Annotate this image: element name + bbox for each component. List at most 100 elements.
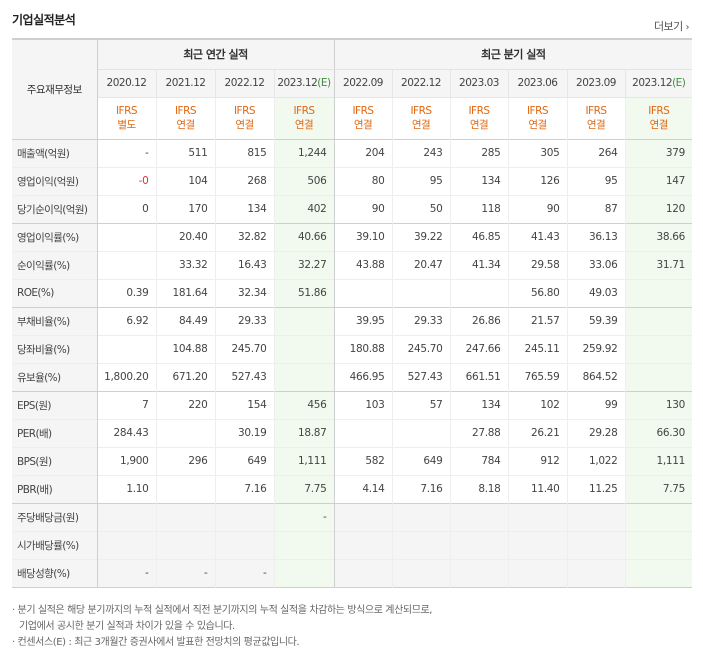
value-cell: 40.66 <box>273 222 335 251</box>
table-row: BPS(원) 1,900 296 649 1,111 582 649 784 912 1,022 1… <box>12 446 693 475</box>
value-cell: 181.64 <box>155 278 215 307</box>
value-cell: - <box>96 558 156 587</box>
consolidation-label: 연결 <box>176 119 195 131</box>
value-cell <box>155 418 215 447</box>
ifrs-label: IFRS <box>585 105 607 117</box>
value-cell: 7 <box>96 390 156 419</box>
accounting-standard-cell: IFRS 연결 <box>391 96 451 139</box>
value-cell: 126 <box>507 166 568 195</box>
value-cell: 506 <box>273 166 335 195</box>
value-cell <box>507 558 568 587</box>
value-cell: 31.71 <box>624 250 693 279</box>
value-cell: 7.16 <box>391 474 451 503</box>
ifrs-label: IFRS <box>526 105 549 117</box>
consolidation-label: 연결 <box>649 119 669 131</box>
value-cell: 247.66 <box>449 334 509 363</box>
value-cell: 220 <box>155 390 215 419</box>
value-cell: 66.30 <box>624 418 693 447</box>
value-cell: 49.03 <box>566 278 626 307</box>
period-header: 2023.09 <box>566 69 626 97</box>
table-row: 시가배당률(%) <box>12 530 693 559</box>
value-cell: 815 <box>214 138 274 167</box>
value-cell <box>566 502 626 531</box>
value-cell: 33.32 <box>155 250 215 279</box>
value-cell <box>624 558 693 587</box>
table-row: PER(배) 284.43 30.19 18.87 27.88 26.21 29.28 66.… <box>12 418 693 447</box>
value-cell: 134 <box>449 166 509 195</box>
value-cell: 39.22 <box>391 222 451 251</box>
value-cell <box>391 278 451 307</box>
table-row: 영업이익(억원) -0 104 268 506 80 95 134 126 95 147 <box>12 166 693 195</box>
value-cell: 90 <box>333 194 393 223</box>
value-cell <box>391 558 451 587</box>
performance-table: 주요재무정보 최근 연간 실적 최근 분기 실적 2020.12 2021.12 2022… <box>12 38 693 588</box>
value-cell: 284.43 <box>96 418 156 447</box>
value-cell: 204 <box>333 138 393 167</box>
value-cell: 26.86 <box>449 306 509 335</box>
row-label: BPS(원) <box>12 446 98 475</box>
value-cell <box>624 334 693 363</box>
value-cell: 32.34 <box>214 278 274 307</box>
value-cell: 511 <box>155 138 215 167</box>
value-cell <box>96 530 156 559</box>
value-cell: 84.49 <box>155 306 215 335</box>
value-cell: 765.59 <box>507 362 568 391</box>
value-cell: 4.14 <box>333 474 393 503</box>
value-cell: 296 <box>155 446 215 475</box>
value-cell <box>155 502 215 531</box>
row-label: PBR(배) <box>12 474 98 503</box>
value-cell: 134 <box>214 194 274 223</box>
consolidation-label: 연결 <box>586 119 606 131</box>
value-cell <box>566 558 626 587</box>
value-cell: 51.86 <box>273 278 335 307</box>
table-row: ROE(%) 0.39 181.64 32.34 51.86 56.80 49.03 <box>12 278 693 307</box>
value-cell <box>333 502 393 531</box>
value-cell: 90 <box>507 194 568 223</box>
value-cell: 245.11 <box>507 334 568 363</box>
value-cell: 1,800.20 <box>96 362 156 391</box>
more-link[interactable]: 더보기 › <box>654 18 690 34</box>
value-cell: 1,022 <box>566 446 626 475</box>
value-cell: 99 <box>566 390 626 419</box>
row-label: 당좌비율(%) <box>12 334 98 363</box>
value-cell <box>566 530 626 559</box>
value-cell: 456 <box>273 390 335 419</box>
value-cell: 130 <box>624 390 693 419</box>
value-cell: 46.85 <box>449 222 509 251</box>
value-cell <box>273 334 335 363</box>
accounting-standard-cell: IFRS 연결 <box>624 96 693 139</box>
row-label: 당기순이익(억원) <box>12 194 98 223</box>
accounting-standard-cell: IFRS 연결 <box>155 96 215 139</box>
period-header: 2020.12 <box>97 69 156 97</box>
value-cell: 245.70 <box>214 334 274 363</box>
period-header: 2022.12 <box>214 69 274 97</box>
table-row: PBR(배) 1.10 7.16 7.75 4.14 7.16 8.18 11.40 11.25… <box>12 474 693 503</box>
value-cell: - <box>214 558 274 587</box>
value-cell <box>273 306 335 335</box>
table-row: 영업이익률(%) 20.40 32.82 40.66 39.10 39.22 46.85 41… <box>12 222 693 251</box>
value-cell: 7.16 <box>214 474 274 503</box>
value-cell: 285 <box>449 138 509 167</box>
value-cell: 661.51 <box>449 362 509 391</box>
value-cell: - <box>155 558 215 587</box>
footnotes: · 분기 실적은 해당 분기까지의 누적 실적에서 직전 분기까지의 누적 실적… <box>12 603 432 651</box>
consolidation-label: 연결 <box>294 119 314 131</box>
value-cell: 80 <box>333 166 393 195</box>
value-cell: 56.80 <box>507 278 568 307</box>
value-cell <box>391 418 451 447</box>
value-cell: 264 <box>566 138 626 167</box>
value-cell: 243 <box>391 138 451 167</box>
chevron-right-icon: › <box>682 22 689 33</box>
header-period-row: 2020.12 2021.12 2022.12 2023.12(E) 2022.09 20… <box>12 69 693 97</box>
value-cell: 7.75 <box>624 474 693 503</box>
value-cell: 18.87 <box>273 418 335 447</box>
value-cell: 120 <box>624 194 693 223</box>
value-cell: 0 <box>96 194 156 223</box>
accounting-standard-cell: IFRS 연결 <box>333 96 393 139</box>
value-cell: 16.43 <box>214 250 274 279</box>
value-cell: 32.82 <box>214 222 274 251</box>
value-cell: 582 <box>333 446 393 475</box>
value-cell <box>449 558 509 587</box>
value-cell: 245.70 <box>391 334 451 363</box>
value-cell: 7.75 <box>273 474 335 503</box>
